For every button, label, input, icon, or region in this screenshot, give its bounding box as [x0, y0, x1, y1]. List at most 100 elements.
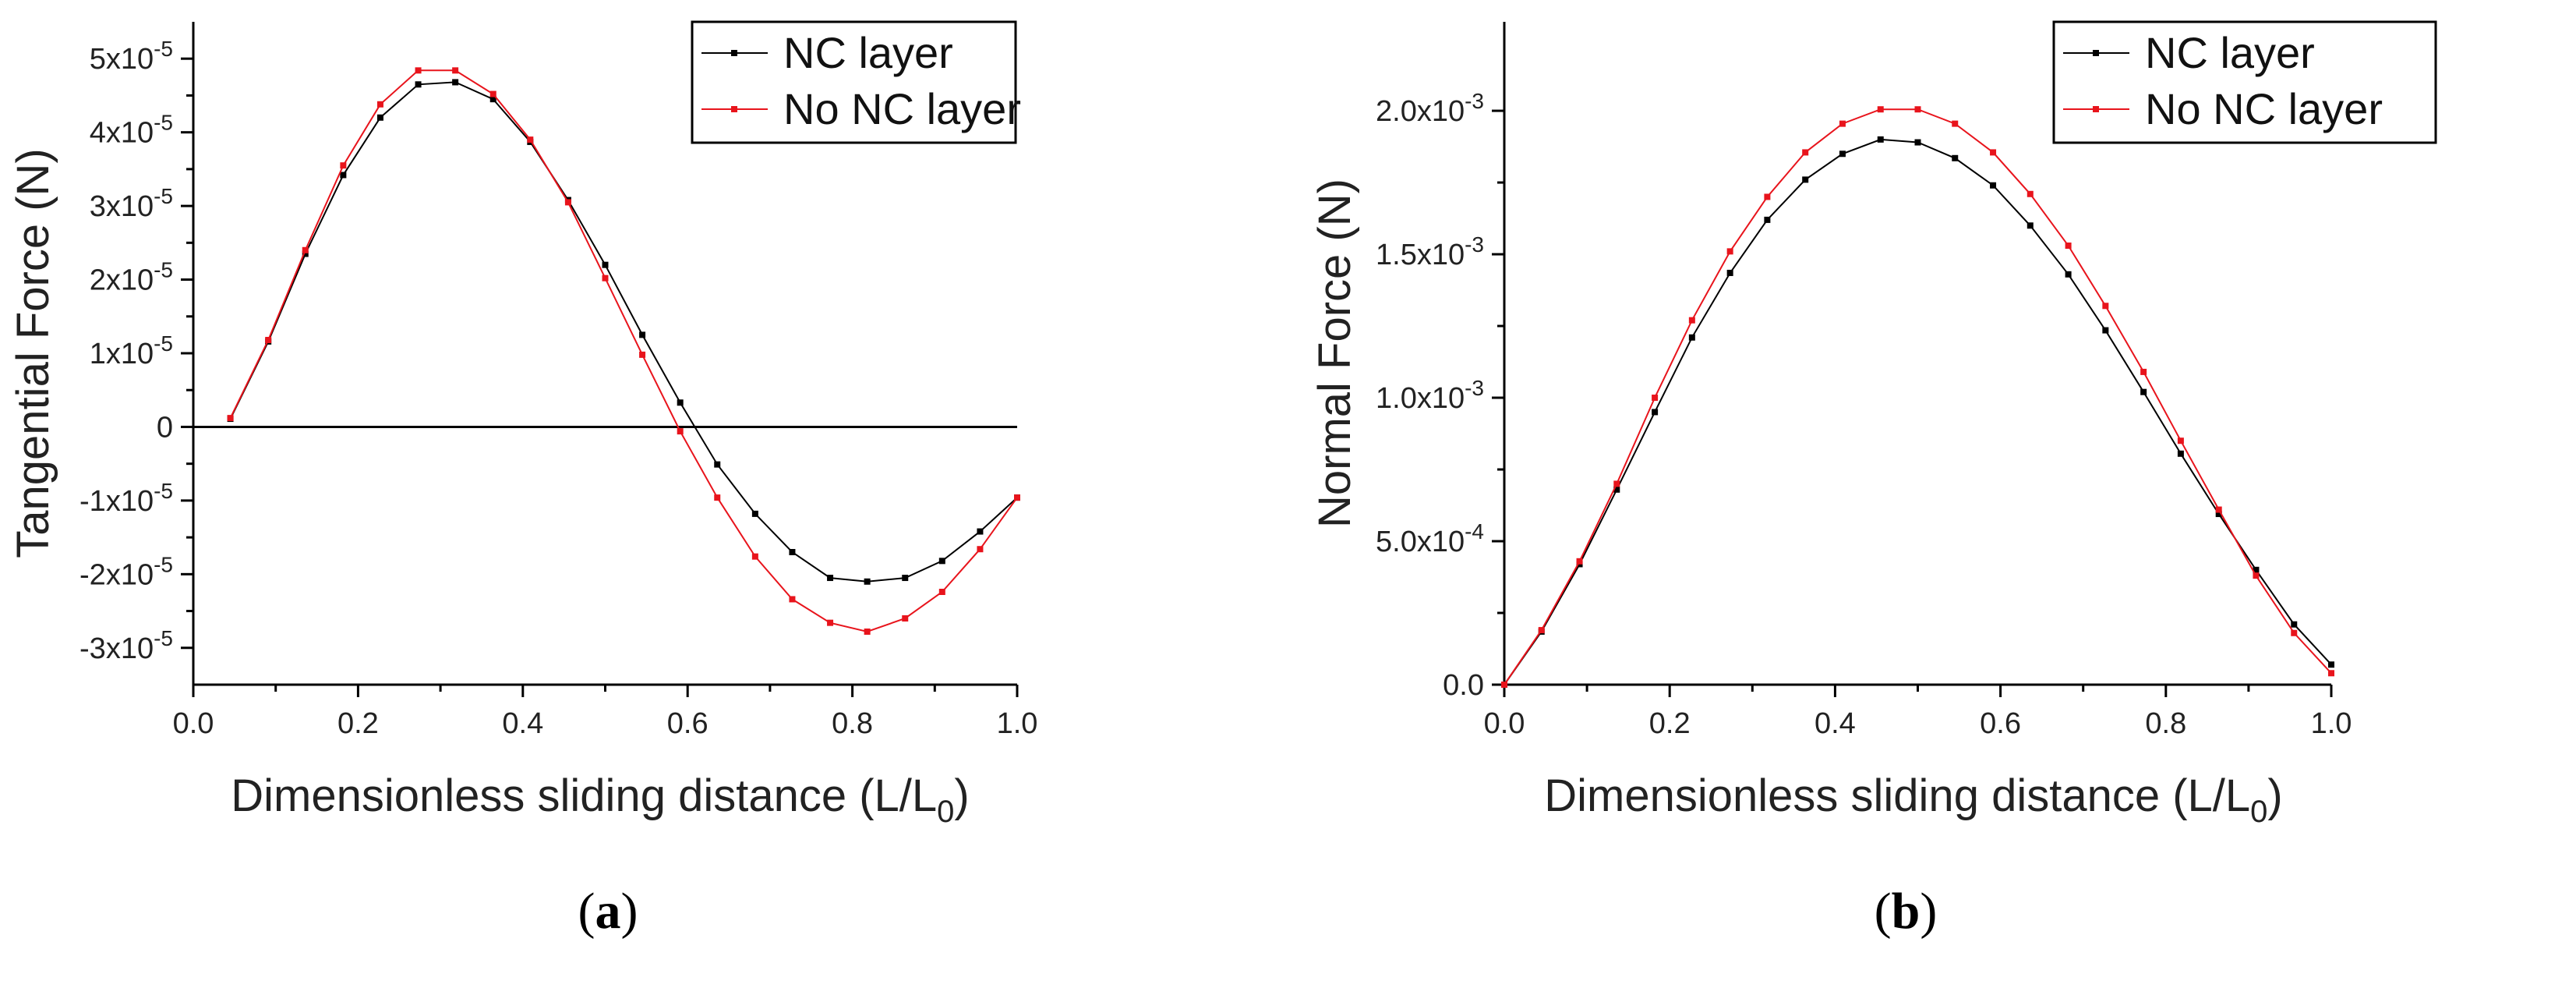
legend-label: NC layer [2145, 28, 2315, 77]
data-point [2328, 670, 2334, 677]
y-tick-label: -2x10-5 [80, 552, 173, 591]
data-point [902, 575, 909, 582]
y-tick-label: 2.0x10-3 [1376, 89, 1484, 128]
data-point [2140, 388, 2147, 395]
data-point [2065, 271, 2072, 278]
data-point [227, 415, 234, 422]
legend-box [691, 20, 1017, 144]
data-point [2027, 222, 2034, 229]
series-line-nc-layer [229, 81, 1018, 583]
legend-label: No NC layer [783, 84, 1021, 133]
data-point [2215, 506, 2222, 513]
data-point [714, 494, 721, 501]
data-point [1952, 154, 1959, 161]
data-point [376, 114, 383, 121]
y-tick-label: 3x10-5 [90, 184, 173, 223]
legend: NC layer No NC layer [2052, 20, 2437, 144]
data-point [977, 528, 984, 535]
y-tick-label: 2x10-5 [90, 258, 173, 297]
data-point [677, 399, 684, 406]
data-point [2291, 629, 2298, 636]
data-point [1726, 248, 1733, 255]
data-point [265, 337, 272, 343]
x-axis-title: Dimensionless sliding distance (L/L0) [1544, 770, 2282, 829]
data-point [827, 619, 834, 626]
x-tick-label: 1.0 [2311, 707, 2352, 740]
panel-label: (a) [578, 883, 638, 940]
data-point [2291, 621, 2298, 628]
chart-panel-b: 0.0 0.2 0.4 0.6 0.8 1.0 2.0x10-3 1.5x10-3 1.0x10… [1309, 20, 2437, 940]
data-point [714, 461, 721, 468]
data-point [1839, 120, 1846, 127]
x-tick-label: 0.0 [1484, 707, 1525, 740]
data-point [864, 578, 871, 585]
data-point [1914, 139, 1921, 146]
data-point [527, 136, 534, 143]
x-tick-label: 0.8 [832, 707, 873, 740]
legend-marker [731, 106, 737, 112]
data-point [452, 67, 459, 74]
data-point [1990, 149, 1997, 156]
data-point [2140, 368, 2147, 375]
x-tick-label: 0.2 [1649, 707, 1691, 740]
data-point [489, 96, 496, 103]
data-point [751, 553, 758, 560]
series-line-no-nc-layer [229, 69, 1018, 633]
legend-box [2052, 20, 2437, 144]
data-point [1652, 409, 1659, 416]
data-point [2102, 327, 2109, 334]
data-point [1726, 269, 1733, 276]
data-point [1839, 151, 1846, 158]
data-point [564, 199, 571, 206]
y-tick-label: 1.5x10-3 [1376, 232, 1484, 271]
data-point [1688, 317, 1695, 324]
data-point [2215, 511, 2222, 518]
y-tick-label: 0 [157, 411, 173, 444]
data-point [2177, 437, 2184, 444]
data-point [1914, 106, 1921, 113]
data-point [340, 162, 347, 169]
legend-marker [2093, 106, 2099, 112]
y-tick-label: -1x10-5 [80, 479, 173, 518]
data-point [489, 90, 496, 97]
data-point [302, 246, 309, 253]
data-point [1764, 193, 1771, 200]
data-point [340, 172, 347, 179]
data-point [1613, 480, 1620, 487]
data-point [1952, 120, 1959, 127]
data-point [1688, 334, 1695, 341]
data-point [2065, 243, 2072, 250]
y-tick-label: 0.0 [1443, 669, 1484, 702]
data-point [452, 79, 459, 86]
x-tick-label: 1.0 [997, 707, 1038, 740]
data-point [1652, 395, 1659, 402]
y-tick-label: 4x10-5 [90, 111, 173, 150]
legend-label: NC layer [783, 28, 953, 77]
y-tick-label: 1.0x10-3 [1376, 376, 1484, 415]
data-point [789, 549, 796, 555]
legend-marker [2093, 50, 2099, 56]
x-tick-label: 0.0 [173, 707, 214, 740]
data-point [2102, 303, 2109, 310]
data-point [938, 558, 945, 565]
legend-label: No NC layer [2145, 84, 2383, 133]
panel-label: (b) [1875, 883, 1938, 940]
x-tick-label: 0.8 [2145, 707, 2186, 740]
y-axis-title: Normal Force (N) [1309, 179, 1360, 528]
data-point [639, 351, 646, 358]
series-line-no-nc-layer [1504, 108, 2332, 685]
data-point [902, 615, 909, 622]
data-point [376, 101, 383, 108]
data-point [602, 274, 609, 282]
data-point [1990, 182, 1997, 189]
y-tick-label: 5x10-5 [90, 37, 173, 76]
data-point [2328, 661, 2334, 668]
data-point [1877, 136, 1884, 143]
data-point [2253, 566, 2260, 573]
data-point [415, 81, 422, 88]
y-axis-title: Tangential Force (N) [8, 148, 58, 558]
data-point [1501, 682, 1507, 688]
data-point [864, 629, 871, 635]
x-tick-label: 0.6 [667, 707, 708, 740]
